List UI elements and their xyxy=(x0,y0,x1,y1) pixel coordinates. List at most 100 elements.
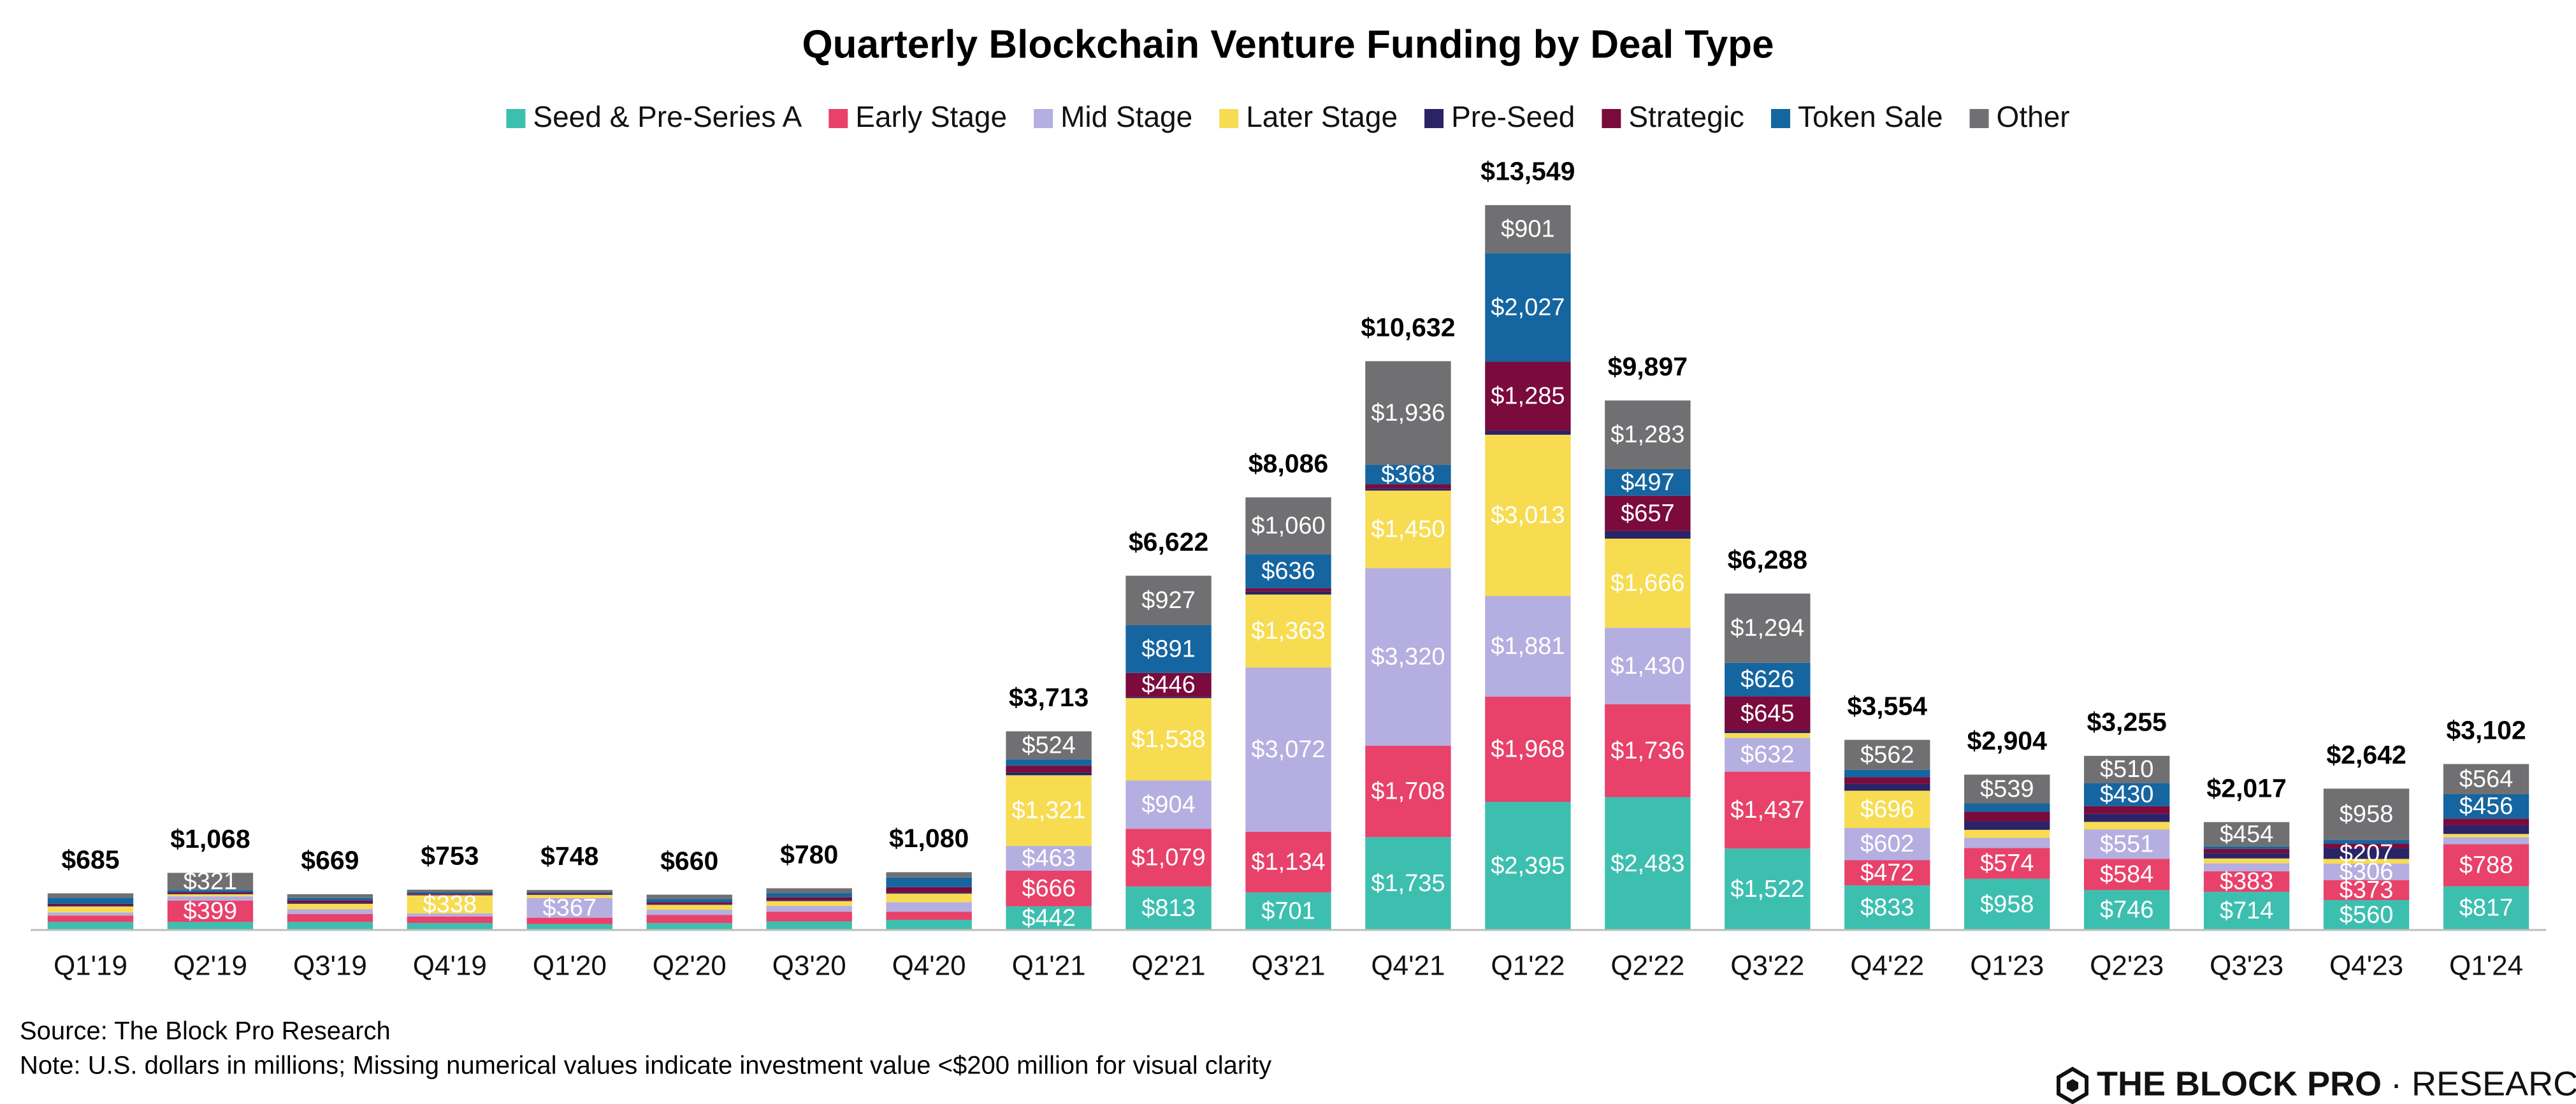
bar-segment xyxy=(47,905,134,907)
bar-segment xyxy=(2203,858,2290,864)
bar-segment xyxy=(1964,803,2050,812)
total-label: $685 xyxy=(61,845,119,874)
legend-label: Mid Stage xyxy=(1060,100,1192,133)
bar-segment xyxy=(526,917,612,924)
bar-segment xyxy=(407,895,493,913)
segment-label: $456 xyxy=(2459,793,2514,820)
logo-suffix: · RESEARCH xyxy=(2391,1064,2576,1103)
bar-segment xyxy=(2083,783,2170,806)
legend-label: Token Sale xyxy=(1798,100,1943,133)
logo-icon xyxy=(2057,1066,2088,1104)
segment-label: $551 xyxy=(2100,831,2154,857)
bar-segment xyxy=(526,890,612,892)
bar-segment xyxy=(1006,731,1092,760)
bar-segment xyxy=(1725,593,1811,663)
bar-segment xyxy=(1725,848,1811,930)
segment-label: $1,538 xyxy=(1131,726,1205,753)
segment-label: $1,060 xyxy=(1251,512,1325,539)
segment-label: $2,395 xyxy=(1491,853,1565,880)
bar-segment xyxy=(47,906,134,913)
x-tick-label: Q1'23 xyxy=(1970,950,2044,982)
bar-segment xyxy=(1365,488,1451,491)
bar-segment xyxy=(886,887,972,893)
segment-label: $1,936 xyxy=(1371,400,1445,426)
segment-label: $560 xyxy=(2340,902,2394,929)
x-tick-label: Q1'21 xyxy=(1012,950,1086,982)
total-label: $3,102 xyxy=(2446,715,2526,744)
total-label: $1,068 xyxy=(170,824,250,853)
legend-swatch xyxy=(1770,109,1790,128)
bar-segment xyxy=(1844,827,1930,861)
bar-segment xyxy=(1006,766,1092,773)
bar-segment xyxy=(1365,568,1451,746)
bar-segment xyxy=(1365,837,1451,930)
bar-segment xyxy=(766,897,852,901)
total-label: $10,632 xyxy=(1361,312,1455,342)
bar-segment xyxy=(2443,837,2529,845)
bar-segment xyxy=(1365,361,1451,465)
bar-segment xyxy=(1365,465,1451,485)
segment-label: $1,294 xyxy=(1730,615,1804,642)
bar-segment xyxy=(2083,890,2170,930)
total-label: $2,017 xyxy=(2206,774,2286,803)
bar-segment xyxy=(1365,490,1451,569)
bar-segment xyxy=(47,922,134,930)
bar-segment xyxy=(1006,846,1092,871)
bar-segment xyxy=(2083,806,2170,814)
bar-segment xyxy=(766,901,852,906)
bar-segment xyxy=(287,894,373,898)
total-label: $3,713 xyxy=(1009,683,1089,712)
segment-label: $3,320 xyxy=(1371,644,1445,671)
bar-segment xyxy=(1725,662,1811,697)
bar-segment xyxy=(1725,730,1811,734)
bar-segment xyxy=(646,904,732,905)
bar-segment xyxy=(1605,539,1691,628)
legend-label: Pre-Seed xyxy=(1451,100,1575,133)
bar-segment xyxy=(2323,843,2410,848)
x-tick-label: Q1'24 xyxy=(2449,950,2523,982)
segment-label: $1,968 xyxy=(1491,736,1565,762)
segment-label: $666 xyxy=(1022,875,1076,902)
x-tick-label: Q1'22 xyxy=(1491,950,1565,982)
segment-label: $636 xyxy=(1261,558,1315,585)
bar-segment xyxy=(1605,400,1691,469)
segment-label: $817 xyxy=(2459,895,2514,922)
bar-segment xyxy=(2443,818,2529,825)
segment-label: $1,666 xyxy=(1610,570,1684,597)
bar-segment xyxy=(47,915,134,922)
total-label: $2,904 xyxy=(1967,726,2048,755)
x-tick-label: Q4'22 xyxy=(1850,950,1924,982)
segment-label: $714 xyxy=(2220,897,2274,924)
legend-label: Seed & Pre-Series A xyxy=(533,100,802,133)
segment-label: $321 xyxy=(184,868,238,895)
x-tick-label: Q4'23 xyxy=(2329,950,2403,982)
legend-label: Early Stage xyxy=(855,100,1007,133)
bar-segment xyxy=(1485,435,1571,596)
segment-label: $1,285 xyxy=(1491,383,1565,410)
x-tick-label: Q2'20 xyxy=(653,950,727,982)
segment-label: $562 xyxy=(1860,741,1914,768)
bar-segment xyxy=(1844,885,1930,930)
bar-segment xyxy=(1725,737,1811,772)
bar-segment xyxy=(1485,696,1571,802)
segment-label: $383 xyxy=(2220,868,2274,895)
segment-label: $399 xyxy=(184,898,238,925)
bar-segment xyxy=(2203,863,2290,871)
chart-title: Quarterly Blockchain Venture Funding by … xyxy=(802,22,1774,66)
bar-segment xyxy=(1485,595,1571,697)
bar-segment xyxy=(766,912,852,922)
segment-label: $306 xyxy=(2340,859,2394,885)
legend-label: Strategic xyxy=(1628,100,1744,133)
bar-segment xyxy=(1125,576,1212,625)
segment-label: $891 xyxy=(1141,636,1196,662)
bar-segment xyxy=(2083,813,2170,822)
bar-segment xyxy=(2203,853,2290,859)
bar-segment xyxy=(1245,594,1331,668)
bar-segment xyxy=(886,892,972,894)
legend-swatch xyxy=(506,109,526,128)
total-label: $6,622 xyxy=(1129,527,1208,556)
bar-segment xyxy=(2443,825,2529,834)
segment-label: $1,363 xyxy=(1251,618,1325,644)
bar-segment xyxy=(766,921,852,930)
bar-segment xyxy=(287,900,373,903)
